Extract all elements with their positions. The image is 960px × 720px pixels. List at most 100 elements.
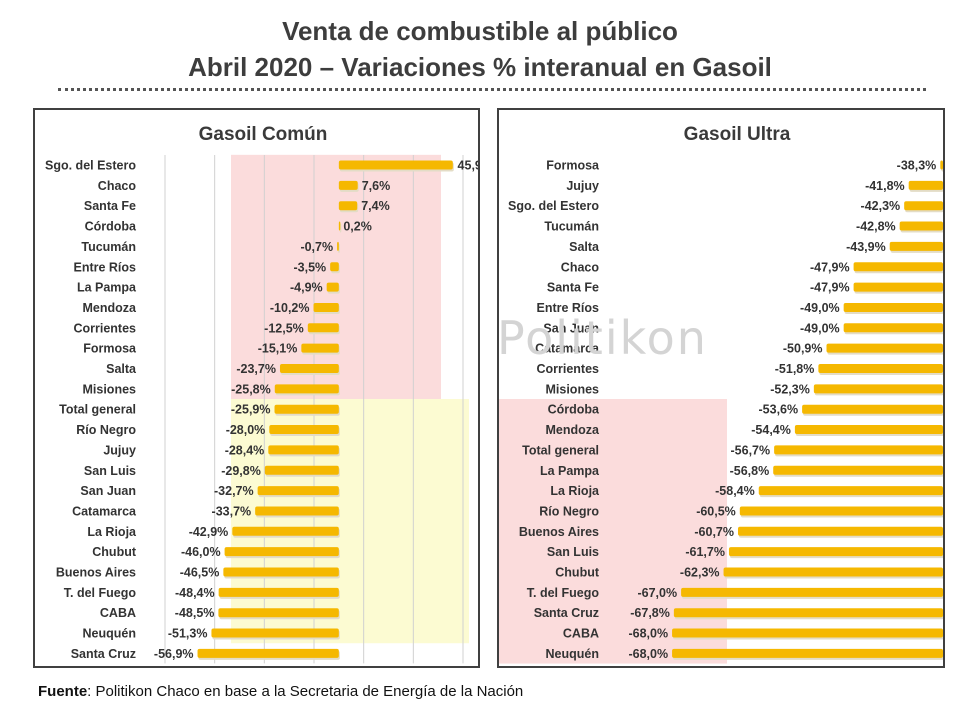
category-label: CABA bbox=[563, 627, 599, 641]
data-label: -56,9% bbox=[154, 647, 194, 661]
bar bbox=[728, 547, 943, 557]
data-label: -47,9% bbox=[810, 281, 850, 295]
category-label: Salta bbox=[106, 362, 137, 376]
category-label: T. del Fuego bbox=[64, 586, 137, 600]
bar bbox=[218, 587, 339, 597]
category-label: Corrientes bbox=[73, 321, 136, 335]
bar bbox=[802, 404, 943, 414]
bar bbox=[794, 425, 943, 435]
bar bbox=[224, 547, 339, 557]
data-label: -48,4% bbox=[175, 586, 215, 600]
data-label: -52,3% bbox=[770, 382, 810, 396]
data-label: -4,9% bbox=[290, 281, 323, 295]
bar bbox=[301, 343, 339, 353]
category-label: Santa Fe bbox=[547, 281, 599, 295]
category-label: Mendoza bbox=[83, 301, 138, 315]
bar bbox=[269, 425, 339, 435]
bar bbox=[326, 282, 339, 292]
category-label: Santa Cruz bbox=[534, 606, 599, 620]
chart-gasoil-comun: Gasoil Común Sgo. del Estero 45,9% Chaco 7,6… bbox=[45, 124, 478, 664]
category-label: Jujuy bbox=[566, 179, 599, 193]
panel-title: Gasoil Ultra bbox=[684, 124, 791, 145]
data-label: -61,7% bbox=[685, 545, 725, 559]
category-label: Sgo. del Estero bbox=[508, 199, 599, 213]
data-label: 0,2% bbox=[343, 220, 372, 234]
bar bbox=[899, 221, 943, 231]
category-label: Buenos Aires bbox=[56, 566, 136, 580]
category-label: Chaco bbox=[98, 179, 137, 193]
category-label: San Luis bbox=[84, 464, 136, 478]
chart-title-line-1: Venta de combustible al público bbox=[282, 16, 678, 46]
bar bbox=[223, 567, 339, 577]
data-label: -49,0% bbox=[800, 301, 840, 315]
data-label: -41,8% bbox=[865, 179, 905, 193]
category-label: Neuquén bbox=[83, 627, 136, 641]
background-zone bbox=[231, 399, 469, 644]
background-zone bbox=[499, 399, 727, 664]
data-label: -47,9% bbox=[810, 260, 850, 274]
category-label: Formosa bbox=[83, 342, 137, 356]
bar bbox=[338, 201, 358, 211]
bar bbox=[279, 364, 339, 373]
category-label: Sgo. del Estero bbox=[45, 159, 136, 173]
bar bbox=[739, 506, 943, 516]
panel-title: Gasoil Común bbox=[199, 124, 328, 145]
data-label: -33,7% bbox=[212, 504, 252, 518]
category-label: Chubut bbox=[92, 545, 137, 559]
footer-text: : Politikon Chaco en base a la Secretari… bbox=[87, 683, 524, 700]
data-label: -32,7% bbox=[214, 484, 254, 498]
panel-gasoil-comun: Gasoil Común Sgo. del Estero 45,9% Chaco 7,6… bbox=[33, 108, 480, 668]
category-label: Tucumán bbox=[81, 240, 136, 254]
data-label: -43,9% bbox=[846, 240, 886, 254]
bar bbox=[818, 364, 943, 373]
bar bbox=[197, 648, 339, 658]
bar bbox=[257, 486, 339, 496]
category-label: San Juan bbox=[543, 321, 599, 335]
data-label: -42,3% bbox=[861, 199, 901, 213]
category-label: Mendoza bbox=[546, 423, 601, 437]
data-label: -60,7% bbox=[694, 525, 734, 539]
category-label: La Rioja bbox=[87, 525, 137, 539]
bar bbox=[826, 343, 943, 353]
bar bbox=[274, 404, 339, 414]
bar bbox=[274, 384, 339, 394]
bar bbox=[843, 323, 943, 333]
bar bbox=[681, 587, 943, 597]
bar bbox=[723, 567, 943, 577]
bar bbox=[908, 180, 943, 190]
category-label: Río Negro bbox=[539, 504, 599, 518]
data-label: -67,0% bbox=[637, 586, 677, 600]
bar bbox=[268, 445, 339, 455]
category-label: Entre Ríos bbox=[536, 301, 599, 315]
category-label: Catamarca bbox=[535, 342, 600, 356]
data-label: -25,9% bbox=[231, 403, 271, 417]
data-label: -56,7% bbox=[731, 443, 771, 457]
data-label: -25,8% bbox=[231, 382, 271, 396]
category-label: Chubut bbox=[555, 566, 600, 580]
background-zone bbox=[231, 154, 441, 400]
category-label: San Luis bbox=[547, 545, 599, 559]
data-label: 7,4% bbox=[361, 199, 390, 213]
data-label: -28,0% bbox=[226, 423, 266, 437]
category-label: Misiones bbox=[546, 382, 600, 396]
chart-gasoil-ultra: Gasoil Ultra Formosa -38,3% Jujuy -41,8% Sgo.… bbox=[499, 124, 943, 664]
footer-label: Fuente bbox=[38, 683, 88, 700]
data-label: -50,9% bbox=[783, 342, 823, 356]
data-label: -10,2% bbox=[270, 301, 310, 315]
data-label: -29,8% bbox=[221, 464, 261, 478]
bar bbox=[773, 465, 943, 475]
category-label: Formosa bbox=[546, 159, 600, 173]
category-label: Buenos Aires bbox=[519, 525, 599, 539]
category-label: Tucumán bbox=[544, 220, 599, 234]
bar bbox=[232, 526, 339, 536]
bar bbox=[940, 160, 943, 170]
category-label: Córdoba bbox=[85, 220, 137, 234]
bar bbox=[211, 628, 339, 638]
chart-title-line-2: Abril 2020 – Variaciones % interanual en… bbox=[188, 52, 772, 82]
bar bbox=[853, 282, 943, 292]
data-label: -28,4% bbox=[225, 443, 265, 457]
data-label: -0,7% bbox=[300, 240, 333, 254]
category-label: Salta bbox=[569, 240, 600, 254]
source-footer: Fuente: Politikon Chaco en base a la Sec… bbox=[38, 683, 523, 700]
category-label: Córdoba bbox=[548, 403, 600, 417]
